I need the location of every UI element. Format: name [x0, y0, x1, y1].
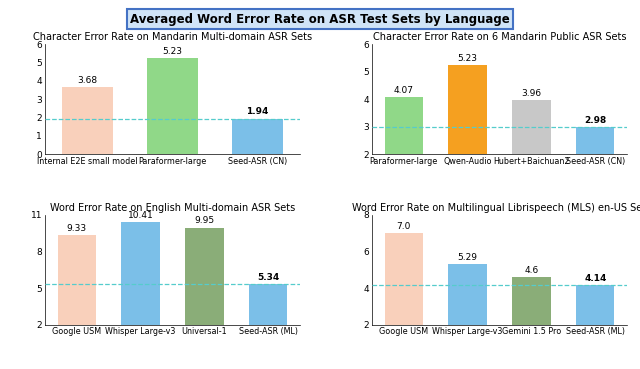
Bar — [62, 87, 113, 154]
Text: 10.41: 10.41 — [128, 211, 154, 220]
Text: 5.23: 5.23 — [458, 54, 477, 63]
Bar — [232, 119, 284, 154]
Title: Word Error Rate on English Multi-domain ASR Sets: Word Error Rate on English Multi-domain … — [50, 203, 295, 213]
Text: 3.96: 3.96 — [522, 89, 541, 98]
Bar — [385, 233, 423, 361]
Text: 4.6: 4.6 — [524, 266, 538, 275]
Text: 1.94: 1.94 — [246, 107, 269, 117]
Bar — [249, 284, 287, 349]
Bar — [147, 58, 198, 154]
Text: 3.68: 3.68 — [77, 76, 97, 85]
Text: 7.0: 7.0 — [397, 222, 411, 231]
Text: 5.23: 5.23 — [163, 47, 182, 56]
Bar — [449, 65, 486, 209]
Bar — [576, 286, 614, 361]
Text: Averaged Word Error Rate on ASR Test Sets by Language: Averaged Word Error Rate on ASR Test Set… — [130, 13, 510, 26]
Text: 2.98: 2.98 — [584, 116, 606, 125]
Text: 4.14: 4.14 — [584, 274, 607, 283]
Title: Character Error Rate on Mandarin Multi-domain ASR Sets: Character Error Rate on Mandarin Multi-d… — [33, 32, 312, 42]
Bar — [576, 127, 614, 209]
Bar — [58, 235, 96, 349]
Text: 9.33: 9.33 — [67, 224, 87, 233]
Bar — [186, 228, 223, 349]
Bar — [385, 97, 423, 209]
Bar — [449, 265, 486, 361]
Bar — [122, 222, 160, 349]
Text: 9.95: 9.95 — [195, 216, 214, 225]
Text: 5.29: 5.29 — [458, 253, 477, 262]
Text: 4.07: 4.07 — [394, 86, 413, 95]
Text: 5.34: 5.34 — [257, 273, 280, 282]
Bar — [512, 277, 550, 361]
Title: Character Error Rate on 6 Mandarin Public ASR Sets: Character Error Rate on 6 Mandarin Publi… — [372, 32, 626, 42]
Title: Word Error Rate on Multilingual Librispeech (MLS) en-US Set: Word Error Rate on Multilingual Librispe… — [353, 203, 640, 213]
Bar — [512, 100, 550, 209]
